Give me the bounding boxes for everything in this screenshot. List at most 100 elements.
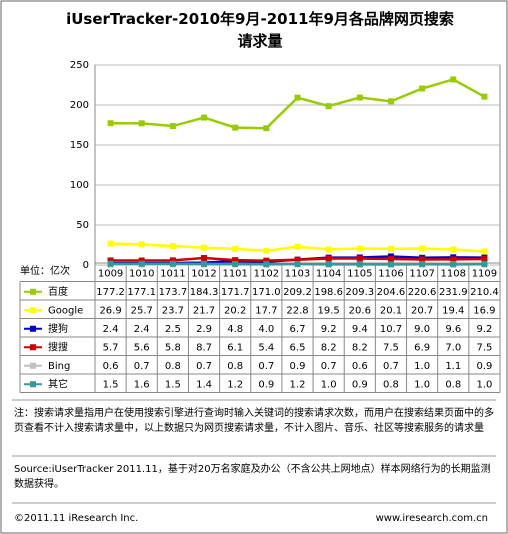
table-value: 1.0 xyxy=(414,361,430,372)
point xyxy=(232,257,239,264)
point xyxy=(325,255,332,262)
table-value: 0.7 xyxy=(134,361,150,372)
point xyxy=(419,256,426,263)
table-value: 177.2 xyxy=(96,287,125,298)
table-value: 2.4 xyxy=(103,324,119,335)
point xyxy=(356,261,363,268)
point xyxy=(481,93,488,100)
table-value: 7.5 xyxy=(383,342,399,353)
table-value: 0.9 xyxy=(258,379,274,390)
table-value: 177.1 xyxy=(127,287,156,298)
point xyxy=(481,256,488,262)
table-value: 220.6 xyxy=(408,287,437,298)
table-value: 16.9 xyxy=(473,305,495,316)
x-tick-label: 1103 xyxy=(285,268,310,279)
y-tick-label: 100 xyxy=(70,180,89,191)
y-tick-label: 50 xyxy=(76,220,89,231)
table-value: 1.0 xyxy=(321,379,337,390)
table-value: 0.6 xyxy=(103,361,119,372)
y-tick-label: 0 xyxy=(83,260,89,271)
table-value: 25.7 xyxy=(131,305,153,316)
legend-marker xyxy=(30,344,36,351)
table-value: 6.5 xyxy=(290,342,306,353)
point xyxy=(232,261,239,268)
point xyxy=(387,245,394,252)
point xyxy=(387,98,394,105)
table-value: 9.2 xyxy=(321,324,337,335)
point xyxy=(419,245,426,252)
legend-marker xyxy=(30,288,36,295)
legend-label: 其它 xyxy=(48,377,68,390)
point xyxy=(201,255,208,262)
point xyxy=(263,257,270,264)
table-value: 171.7 xyxy=(221,287,250,298)
point xyxy=(169,243,176,250)
table-value: 1.5 xyxy=(103,379,119,390)
legend-label: Google xyxy=(48,305,83,316)
unit-label: 单位：亿次 xyxy=(20,264,70,277)
table-value: 0.6 xyxy=(352,361,368,372)
table-value: 4.0 xyxy=(258,324,274,335)
table-value: 1.2 xyxy=(227,379,243,390)
point xyxy=(107,120,114,127)
table-value: 9.0 xyxy=(414,324,430,335)
table-value: 6.9 xyxy=(414,342,430,353)
table-value: 5.6 xyxy=(134,342,150,353)
point xyxy=(169,260,176,267)
table-value: 20.2 xyxy=(224,305,246,316)
table-value: 0.9 xyxy=(476,361,492,372)
point xyxy=(138,257,145,264)
table-value: 8.7 xyxy=(196,342,212,353)
table-value: 198.6 xyxy=(314,287,343,298)
legend-label: 搜搜 xyxy=(48,340,68,353)
point xyxy=(201,260,208,267)
table-value: 2.5 xyxy=(165,324,181,335)
table-value: 2.4 xyxy=(134,324,150,335)
table-value: 21.7 xyxy=(193,305,215,316)
point xyxy=(356,255,363,262)
website: www.iresearch.com.cn xyxy=(375,513,488,524)
x-tick-label: 1105 xyxy=(347,268,372,279)
point xyxy=(263,261,270,268)
point xyxy=(169,257,176,264)
table-value: 171.0 xyxy=(252,287,281,298)
table-value: 173.7 xyxy=(159,287,188,298)
point xyxy=(201,244,208,251)
table-value: 1.1 xyxy=(445,361,461,372)
table-value: 231.9 xyxy=(439,287,468,298)
table-value: 2.9 xyxy=(196,324,212,335)
chart-title: iUserTracker-2010年9月-2011年9月各品牌网页搜索请求量 xyxy=(66,10,454,50)
point xyxy=(263,125,270,132)
table-value: 19.5 xyxy=(318,305,340,316)
table-value: 19.4 xyxy=(442,305,464,316)
table-value: 1.4 xyxy=(196,379,212,390)
point xyxy=(481,261,488,268)
table-value: 0.7 xyxy=(321,361,337,372)
table-value: 209.3 xyxy=(345,287,374,298)
legend-marker xyxy=(30,362,36,369)
table-value: 17.7 xyxy=(255,305,277,316)
legend-marker xyxy=(30,325,36,332)
legend-label: 搜狗 xyxy=(48,322,68,335)
point xyxy=(107,257,114,264)
table-value: 8.2 xyxy=(352,342,368,353)
source-note: Source:iUserTracker 2011.11，基于对20万名家庭及办公… xyxy=(14,464,491,490)
legend-label: Bing xyxy=(48,361,70,372)
table-value: 8.2 xyxy=(321,342,337,353)
legend-label: 百度 xyxy=(48,285,68,298)
point xyxy=(450,246,457,253)
table-value: 9.2 xyxy=(476,324,492,335)
y-tick-label: 250 xyxy=(70,60,89,71)
point xyxy=(481,248,488,255)
point xyxy=(387,256,394,262)
point xyxy=(232,245,239,252)
x-tick-label: 1108 xyxy=(441,268,466,279)
x-tick-label: 1102 xyxy=(254,268,279,279)
table-value: 23.7 xyxy=(162,305,184,316)
y-tick-label: 150 xyxy=(70,140,89,151)
point xyxy=(107,240,114,247)
point xyxy=(387,261,394,268)
point xyxy=(107,260,114,267)
